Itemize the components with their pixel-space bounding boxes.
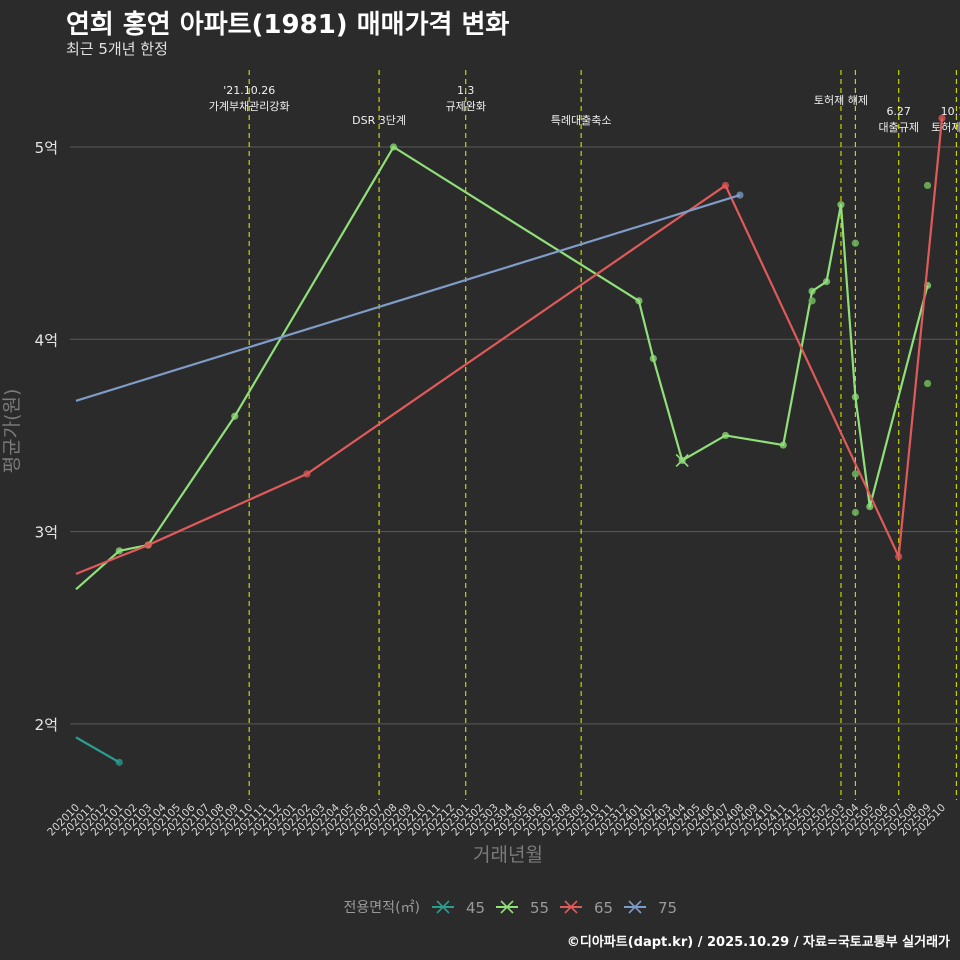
data-point-75 (736, 191, 744, 199)
chart-title: 연희 홍연 아파트(1981) 매매가격 변화 (66, 10, 510, 40)
data-point-65 (721, 181, 730, 190)
series-line-45 (75, 736, 120, 764)
data-point-65 (303, 470, 311, 478)
event-label: 토허제 해제 (814, 93, 868, 107)
chart-subtitle: 최근 5개년 한정 (66, 40, 168, 58)
data-point-55 (231, 412, 239, 420)
legend-key-x (564, 900, 578, 914)
data-point-55 (851, 470, 860, 478)
event-label: 10.15 (941, 105, 960, 118)
data-point-55 (923, 181, 932, 190)
data-point-55 (851, 239, 860, 247)
legend-label: 65 (594, 899, 613, 917)
data-point-55 (866, 503, 874, 511)
y-tick-label: 5억 (35, 139, 58, 157)
event-label: 대출규제 (878, 121, 918, 134)
data-point-55 (808, 287, 816, 295)
legend-key-x (628, 900, 642, 914)
data-point-55 (808, 297, 816, 305)
data-point-65 (144, 541, 152, 549)
data-point-65 (938, 114, 946, 122)
x-axis-title: 거래년월 (473, 844, 543, 866)
event-label: 가계부채관리강화 (209, 100, 290, 113)
event-label: 6.27 (886, 105, 911, 118)
data-point-65 (895, 552, 903, 561)
event-label: 토허제확대 (931, 121, 960, 134)
event-label: DSR 3단계 (352, 114, 406, 127)
y-axis-title: 평균가(원) (1, 389, 23, 474)
event-label: 규제완화 (445, 100, 485, 113)
y-tick-label: 2억 (35, 716, 58, 734)
legend-key-x (500, 900, 514, 914)
data-point-55 (837, 201, 845, 209)
data-point-55 (923, 379, 932, 388)
event-label: '21.10.26 (223, 84, 275, 97)
series-line-65 (75, 118, 944, 575)
legend-label: 75 (658, 899, 677, 917)
data-point-55 (649, 354, 657, 363)
series-line-55 (75, 145, 929, 591)
series-line-75 (75, 194, 741, 402)
data-point-45 (115, 758, 123, 766)
y-tick-label: 4억 (35, 331, 58, 349)
data-point-55 (851, 508, 860, 516)
event-label: 특례대출축소 (551, 114, 612, 127)
legend-key-x (436, 900, 450, 914)
data-point-55 (115, 547, 123, 555)
data-point-marker-x (675, 453, 689, 468)
event-label: 1.3 (457, 84, 475, 97)
y-tick-label: 3억 (35, 524, 58, 542)
data-point-55 (389, 143, 398, 151)
data-point-55 (851, 393, 860, 401)
data-point-55 (721, 431, 730, 440)
legend-label: 45 (466, 899, 485, 917)
data-point-55 (779, 441, 787, 449)
data-point-55 (822, 278, 831, 286)
data-point-55 (635, 297, 643, 305)
legend-title: 전용면적(㎡) (344, 900, 420, 916)
legend-label: 55 (530, 899, 549, 917)
chart-caption: ©디아파트(dapt.kr) / 2025.10.29 / 자료=국토교통부 실… (566, 935, 950, 950)
